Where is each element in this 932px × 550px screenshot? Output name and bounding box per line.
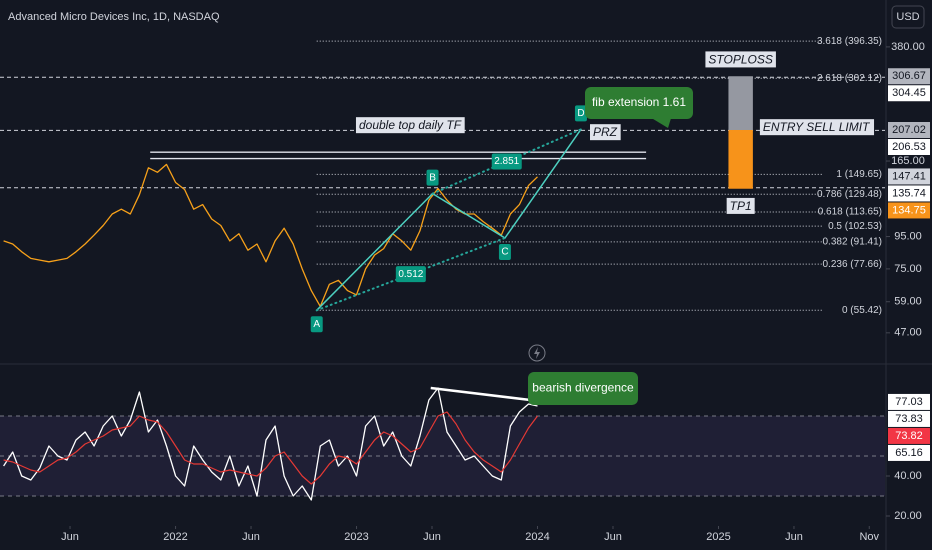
pattern-point-label: D [577,108,584,119]
fib-label: 3.618 (396.35) [817,36,882,47]
alert-circle[interactable] [528,344,546,362]
price-badge [888,427,930,444]
price-badge-label: 77.03 [895,396,923,408]
annotation: double top daily TF [359,118,462,132]
price-badge [888,393,930,410]
fib-label: 0.5 (102.53) [828,221,882,232]
price-badge [888,185,930,202]
callout-text: bearish divergence [532,381,634,395]
price-badge-label: 65.16 [895,447,923,459]
ratio-box [491,153,522,170]
stop-box [728,76,753,130]
y-tick-label: 165.00 [891,155,925,167]
price-badge [888,168,930,185]
divergence-line [430,386,531,402]
stop-label: STOPLOSS [708,52,772,66]
ratio-label: 2.851 [494,156,519,167]
callout-box [585,87,693,119]
price-badge [888,121,930,138]
pattern-leg [431,192,506,239]
fib-label: 0.236 (77.66) [823,259,883,270]
alert-icon[interactable] [528,344,546,362]
x-tick-label: Jun [242,531,260,543]
annotation-bg [590,124,621,141]
price-badge [888,202,930,219]
x-tick-label: 2022 [163,531,187,543]
fib-label: 2.618 (302.12) [817,73,882,84]
price-badge-label: 147.41 [892,170,926,182]
series-line [3,411,538,485]
callout-pointer [649,117,672,128]
price-badge [888,85,930,102]
x-tick-label: Jun [423,531,441,543]
price-badge-label: 304.45 [892,87,926,99]
fib-label: 0.382 (91.41) [823,236,883,247]
annotation-bg [355,117,465,134]
price-badge [888,138,930,155]
target-label-bg [726,197,755,214]
x-tick-label: Jun [604,531,622,543]
x-tick-label: Jun [785,531,803,543]
pattern-point-label: C [501,247,508,258]
price-badge-label: 73.82 [895,430,923,442]
pattern-point-box [574,105,587,122]
x-tick-label: 2024 [525,531,549,543]
currency-button[interactable] [891,5,925,29]
y-tick-label: 75.00 [894,263,922,275]
pattern-point-box [426,169,439,186]
chart-title: Advanced Micro Devices Inc, 1D, NASDAQ [8,11,220,23]
pattern-leg [315,192,434,312]
price-badge-label: 207.02 [892,124,926,136]
price-badge-label: 206.53 [892,141,926,153]
y-tick-label: 40.00 [894,470,922,482]
x-tick-label: 2023 [344,531,368,543]
series-line [3,163,538,308]
x-tick-label: 2025 [706,531,730,543]
target-box [728,129,753,189]
alert-bolt[interactable] [534,347,540,359]
y-tick-label: 20.00 [894,510,922,522]
pattern-leg [504,128,582,239]
price-badge-label: 134.75 [892,204,926,216]
y-tick-label: 47.00 [894,327,922,339]
x-tick-label: Nov [859,531,879,543]
x-tick-label: Jun [61,531,79,543]
price-badge [888,410,930,427]
fib-label: 0.618 (113.65) [818,207,882,218]
price-badge-label: 73.83 [895,413,923,425]
stop-label-bg [705,51,776,68]
price-badge-label: 135.74 [892,187,926,199]
price-badge [888,68,930,85]
y-tick-label: 59.00 [894,296,922,308]
annotation: PRZ [593,125,618,139]
y-tick-label: 95.00 [894,230,922,242]
fib-label: 1 (149.65) [836,169,882,180]
ratio-label: 0.512 [398,269,423,280]
pattern-point-box [498,244,511,261]
target-label: TP1 [730,199,752,213]
entry-label: ENTRY SELL LIMIT [763,120,871,134]
pattern-point-label: B [429,172,436,183]
y-tick-label: 380.00 [891,41,925,53]
callout-box [528,372,638,405]
pattern-point-label: A [313,319,320,330]
price-badge [888,444,930,461]
entry-label-bg [759,119,875,136]
price-badge-label: 306.67 [892,70,926,82]
ratio-box [395,266,426,283]
callout-text: fib extension 1.61 [592,95,686,109]
fib-label: 0 (55.42) [842,305,882,316]
currency[interactable]: USD [896,11,919,23]
pattern-point-box [310,316,323,333]
fib-label: 0.786 (129.48) [817,189,882,200]
series-line [3,387,538,501]
